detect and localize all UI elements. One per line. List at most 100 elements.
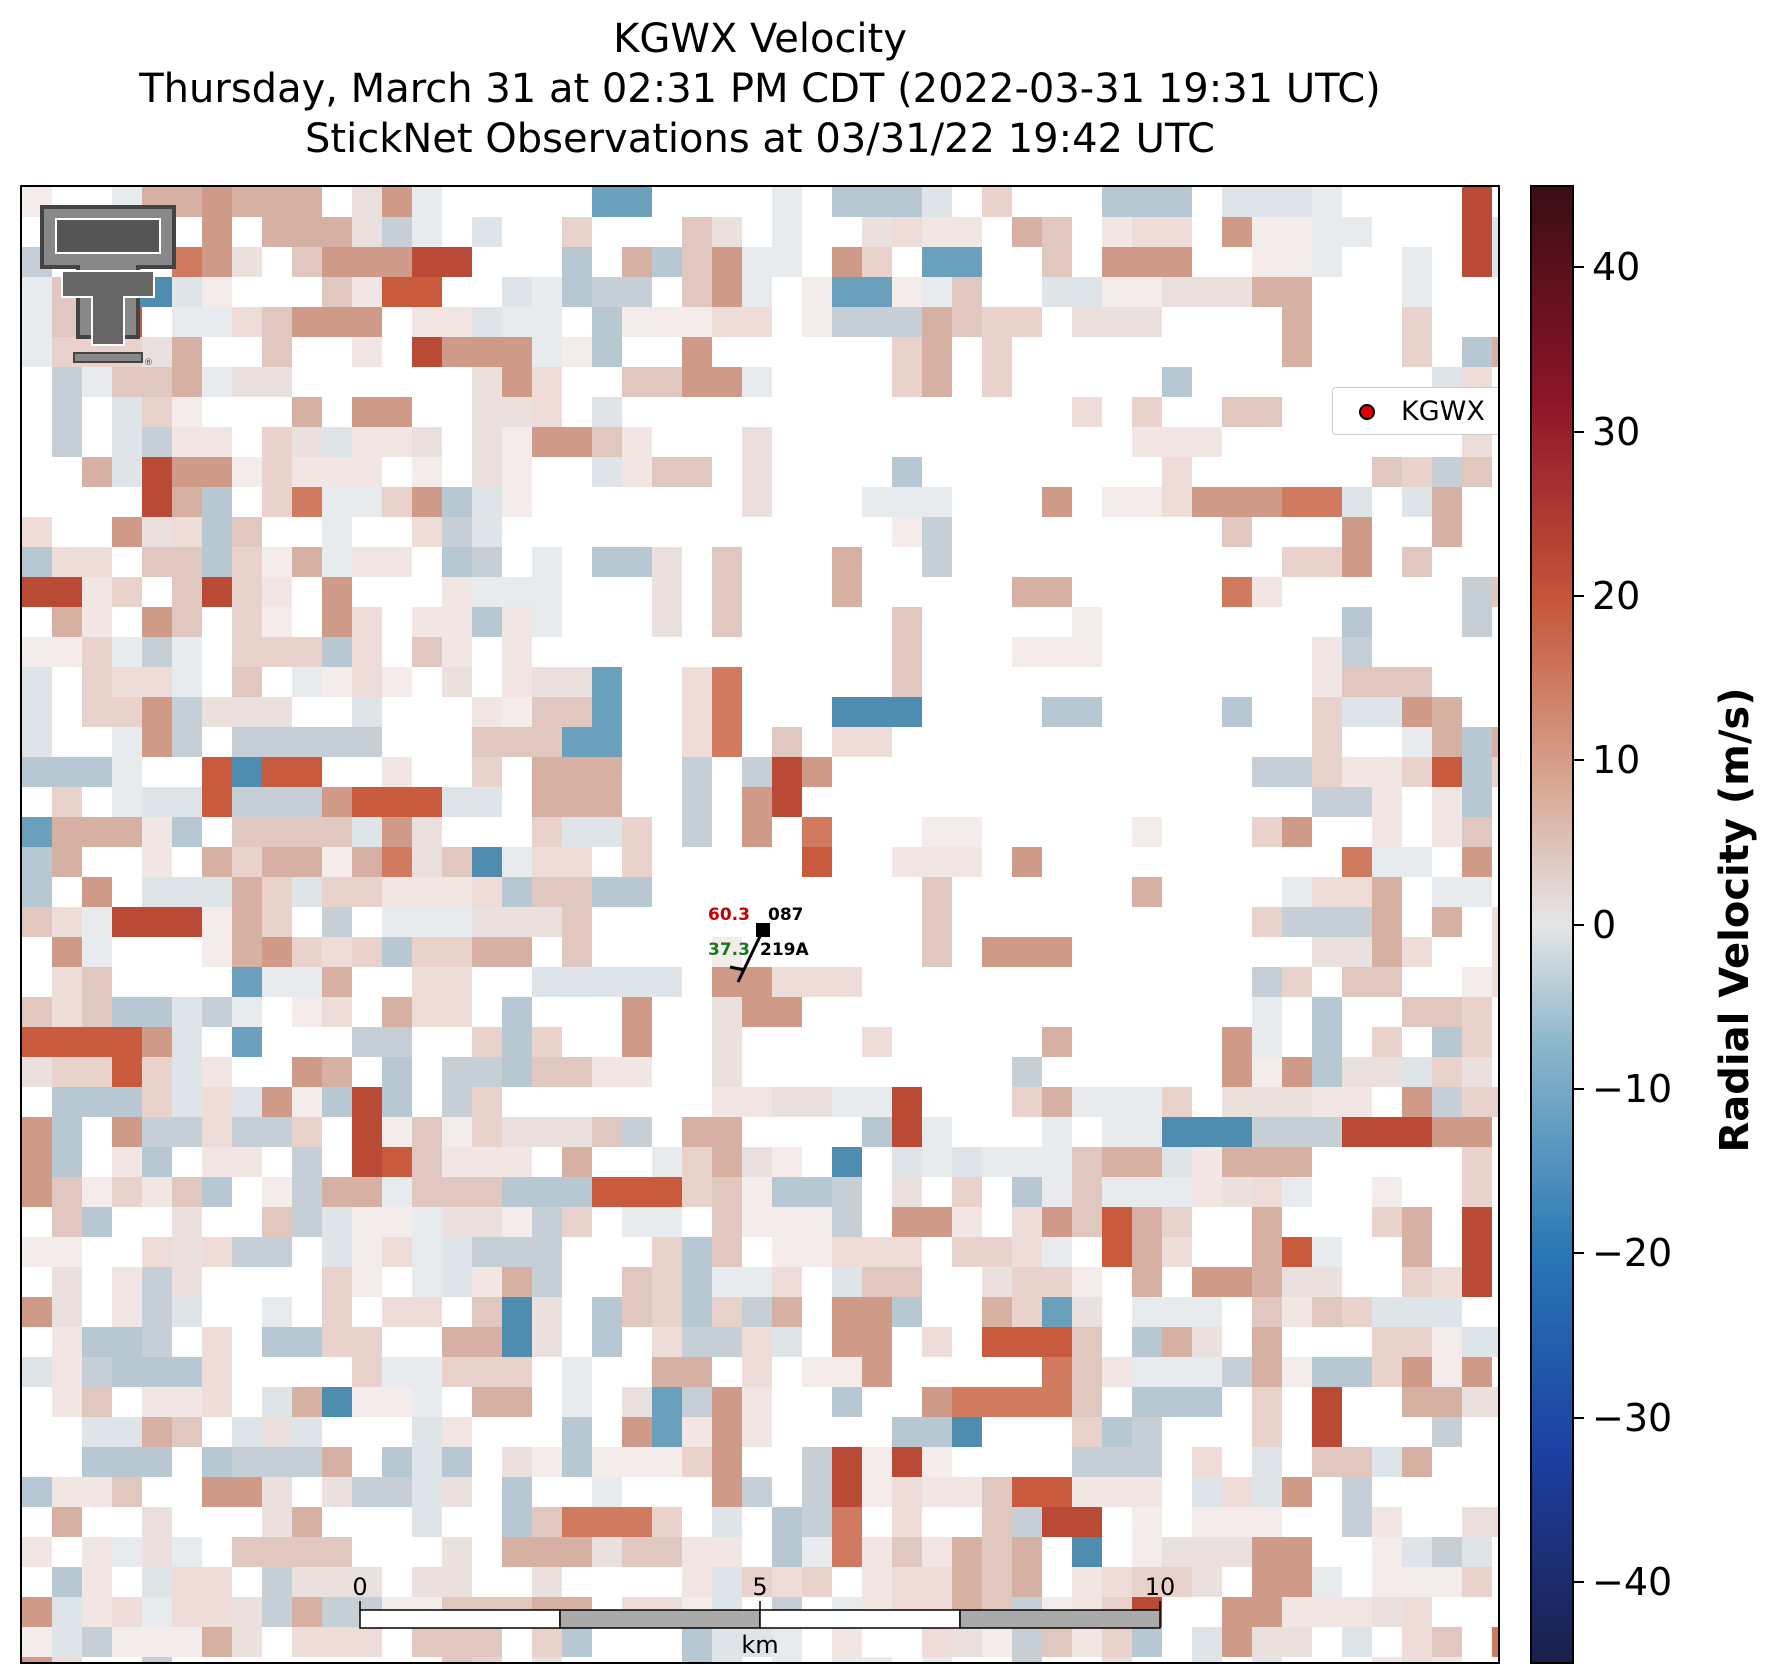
radar-cell [1012, 1087, 1042, 1117]
radar-cell [1342, 1117, 1432, 1147]
radar-cell [112, 1027, 142, 1087]
radar-cell [232, 727, 322, 757]
radar-cell [1102, 487, 1162, 517]
radar-cell [472, 307, 502, 337]
radar-cell [772, 1147, 802, 1177]
radar-cell [1282, 817, 1312, 847]
radar-cell [1342, 607, 1372, 637]
radar-cell [352, 1207, 382, 1297]
radar-cell [202, 1447, 232, 1477]
radar-cell [1462, 727, 1492, 817]
radar-cell [262, 787, 322, 817]
radar-cell [232, 847, 262, 877]
radar-cell [1432, 1057, 1462, 1087]
radar-cell [442, 577, 472, 667]
chart-title: KGWX Velocity [613, 16, 907, 62]
radar-cell [172, 487, 202, 517]
radar-cell [1072, 397, 1102, 427]
radar-cell [142, 1177, 172, 1207]
radar-cell [1042, 1027, 1072, 1057]
radar-cell [832, 1447, 862, 1507]
radar-cell [472, 487, 502, 547]
radar-cell [412, 1387, 442, 1417]
radar-cell [202, 487, 232, 577]
radar-cell [202, 277, 232, 307]
radar-cell [322, 1267, 352, 1357]
radar-cell [262, 1477, 292, 1537]
colorbar-tick-mark [1574, 759, 1584, 762]
radar-cell [562, 1147, 592, 1177]
radar-cell [652, 307, 712, 337]
radar-cell [742, 997, 802, 1027]
radar-cell [682, 1327, 742, 1357]
radar-cell [172, 547, 202, 637]
radar-cell [292, 1387, 322, 1417]
radar-cell [262, 877, 292, 937]
radar-cell [1012, 847, 1042, 877]
radar-cell [772, 1237, 802, 1267]
radar-cell [1132, 427, 1222, 457]
radar-cell [142, 787, 202, 817]
radar-cell [292, 817, 352, 847]
radar-cell [472, 607, 502, 637]
radar-cell [592, 1477, 622, 1507]
radar-cell [1132, 817, 1162, 847]
radar-cell [142, 1147, 172, 1177]
radar-cell [412, 997, 472, 1027]
radar-cell [1312, 217, 1372, 247]
radar-cell [292, 1147, 322, 1237]
radar-cell [1402, 1597, 1432, 1662]
radar-cell [1342, 517, 1372, 577]
radar-cell [472, 217, 502, 247]
radar-cell [502, 997, 532, 1087]
radar-cell [352, 1387, 412, 1417]
radar-cell [1282, 277, 1312, 367]
radar-cell [532, 1507, 562, 1537]
radar-cell [52, 1507, 82, 1537]
radar-cell [1252, 997, 1282, 1057]
colorbar-axis-label: Radial Velocity (m/s) [1712, 687, 1758, 1153]
radar-cell [1312, 1237, 1342, 1267]
radar-cell [1282, 1057, 1312, 1087]
radar-cell [532, 817, 562, 847]
radar-cell [82, 967, 112, 1027]
radar-cell [832, 727, 892, 757]
radar-cell [832, 1507, 862, 1567]
radar-cell [22, 1537, 52, 1567]
radar-cell [1072, 1447, 1162, 1477]
radar-cell [1372, 1297, 1462, 1327]
radar-cell [1462, 847, 1492, 877]
radar-cell [502, 277, 532, 307]
radar-cell [1432, 487, 1462, 547]
radar-cell [742, 1387, 772, 1447]
radar-cell [1342, 667, 1432, 697]
radar-cell [1312, 697, 1342, 757]
radar-cell [1222, 1177, 1252, 1207]
radar-cell [292, 397, 322, 427]
radar-cell [922, 1327, 952, 1357]
radar-cell [1312, 1447, 1372, 1477]
radar-cell [922, 307, 952, 397]
radar-cell [1102, 1177, 1192, 1207]
radar-cell [1102, 217, 1132, 247]
radar-cell [1342, 967, 1402, 997]
radar-cell [82, 1177, 112, 1207]
radar-cell [202, 697, 292, 727]
radar-cell [1282, 1177, 1312, 1207]
radar-cell [352, 787, 442, 817]
radar-cell [1462, 1327, 1498, 1357]
radar-cell [862, 1297, 892, 1387]
station-dewpoint: 37.3 [708, 940, 750, 960]
radar-cell [1012, 1267, 1042, 1327]
radar-cell [202, 847, 232, 877]
radar-cell [412, 637, 442, 667]
scale-segment-2 [559, 1609, 761, 1629]
radar-cell [232, 1447, 322, 1477]
radar-cell [532, 547, 562, 637]
radar-cell [1462, 187, 1492, 277]
radar-cell [772, 1297, 802, 1327]
radar-cell [1012, 637, 1102, 667]
radar-cell [232, 877, 262, 967]
radar-cell [412, 337, 442, 367]
radar-cell [832, 247, 862, 277]
